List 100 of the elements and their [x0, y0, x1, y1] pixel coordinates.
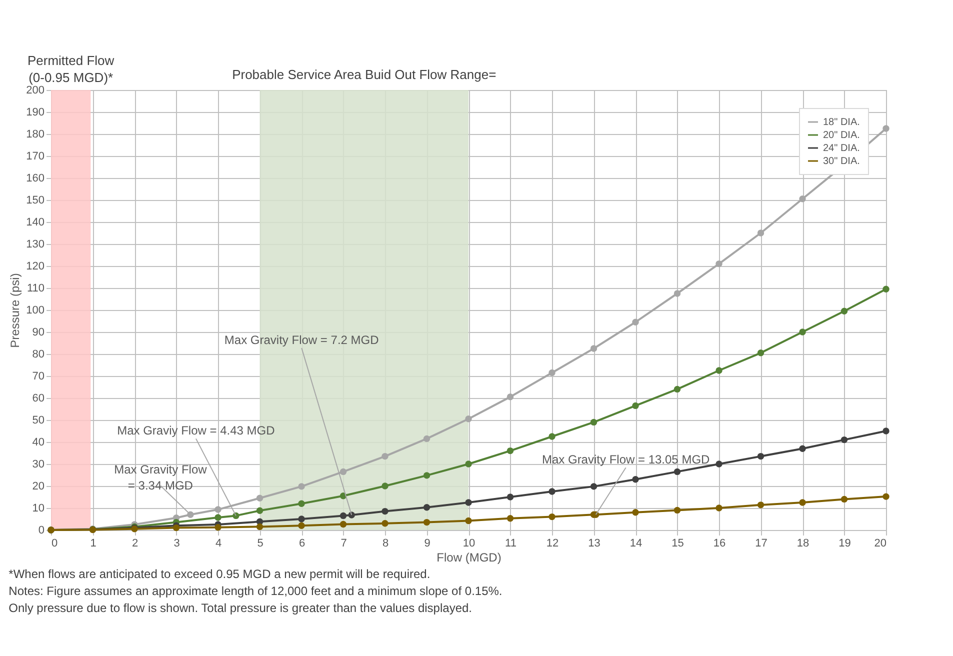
point — [548, 513, 556, 520]
x-tick-label: 19 — [838, 538, 851, 550]
y-tick-label: 70 — [32, 370, 44, 382]
point — [799, 328, 806, 336]
point — [674, 386, 681, 393]
text: Notes: Figure assumes an approximate length of 12,000 feet and a minimum slope of 0.15%. — [8, 584, 502, 598]
point — [799, 499, 806, 506]
point — [757, 350, 764, 356]
y-tick-label: 100 — [26, 304, 44, 316]
x-tick-label: 15 — [672, 538, 684, 550]
point — [298, 500, 305, 507]
y-tick-label: 50 — [32, 414, 44, 426]
point — [506, 514, 514, 522]
band-label: Permitted Flow (0-0.95 MGD)* — [27, 53, 115, 85]
point — [840, 436, 848, 444]
point — [548, 369, 556, 376]
point — [506, 494, 514, 500]
legend-label: 24" DIA. — [823, 143, 860, 154]
point — [674, 506, 681, 514]
point — [423, 518, 430, 526]
annotation: Max Gravity Flow = 7.2 MGD — [224, 333, 380, 348]
y-tick-label: 110 — [26, 282, 44, 294]
x-tick-label: 17 — [755, 538, 768, 550]
point — [298, 522, 305, 529]
point — [506, 447, 514, 454]
point — [465, 499, 472, 506]
point — [256, 494, 264, 502]
y-tick-label: 10 — [32, 502, 44, 514]
point — [716, 460, 722, 468]
text: Only pressure due to flow is shown. Total pressure is greater than the values displayed. — [8, 601, 472, 615]
point — [590, 483, 598, 490]
point — [382, 508, 388, 515]
point — [423, 504, 430, 511]
point — [382, 482, 388, 490]
point — [757, 452, 764, 460]
point — [382, 520, 388, 527]
point — [882, 286, 890, 292]
point — [256, 507, 264, 514]
point — [340, 468, 347, 476]
point — [840, 496, 848, 503]
point — [340, 512, 347, 520]
y-tick-label: 40 — [32, 436, 44, 448]
point — [632, 509, 639, 516]
point — [716, 504, 722, 512]
point — [298, 516, 305, 522]
point — [716, 367, 722, 374]
point — [882, 125, 890, 132]
x-tick-label: 10 — [462, 538, 476, 550]
y-tick-label: 30 — [32, 458, 44, 470]
point — [423, 435, 430, 442]
point — [256, 523, 264, 530]
y-axis-title: Pressure (psi) — [8, 273, 22, 348]
point — [840, 308, 848, 314]
legend-label: 20" DIA. — [823, 130, 860, 141]
x-tick-label: 11 — [505, 538, 516, 550]
y-tick-label: 130 — [26, 238, 44, 250]
x-tick-label: 3 — [174, 538, 180, 550]
x-tick-label: 14 — [630, 538, 642, 550]
point — [465, 460, 472, 468]
x-tick-label: 8 — [382, 538, 389, 550]
point — [506, 394, 514, 400]
point — [465, 416, 472, 422]
x-tick-label: 2 — [132, 538, 138, 550]
point — [799, 445, 806, 452]
point — [882, 428, 890, 434]
point — [674, 290, 681, 297]
x-tick-label: 16 — [713, 538, 726, 550]
point — [214, 514, 222, 521]
point — [632, 402, 639, 410]
x-tick-label: 20 — [874, 538, 886, 550]
point — [757, 230, 764, 236]
point — [632, 318, 639, 326]
y-tick-label: 90 — [32, 326, 44, 338]
point — [590, 345, 598, 352]
y-tick-label: 120 — [26, 260, 44, 272]
y-tick-label: 160 — [26, 172, 44, 184]
y-tick-label: 170 — [26, 150, 44, 162]
y-tick-label: 190 — [26, 106, 44, 118]
y-tick-label: 20 — [32, 480, 44, 492]
x-tick-label: 0 — [52, 538, 58, 550]
point — [340, 520, 347, 528]
y-tick-label: 0 — [38, 524, 44, 536]
y-tick-label: 150 — [26, 194, 44, 206]
point — [674, 468, 681, 476]
point — [214, 524, 222, 531]
annotation: Max Gravity Flow = 3.34 MGD — [114, 462, 208, 493]
x-tick-label: 5 — [257, 538, 264, 550]
point — [298, 483, 305, 490]
band-label: Probable Service Area Buid Out Flow Range= — [232, 67, 496, 82]
point — [382, 452, 388, 460]
point — [465, 517, 472, 524]
point — [757, 502, 764, 508]
x-tick-label: 1 — [90, 538, 96, 550]
point — [548, 488, 556, 495]
text: *When flows are anticipated to exceed 0.95 MGD a new permit will be required. — [8, 567, 430, 581]
x-tick-label: 12 — [546, 538, 559, 550]
point — [548, 433, 556, 440]
point — [423, 472, 430, 479]
x-tick-label: 6 — [298, 538, 306, 550]
y-tick-label: 60 — [32, 392, 44, 404]
